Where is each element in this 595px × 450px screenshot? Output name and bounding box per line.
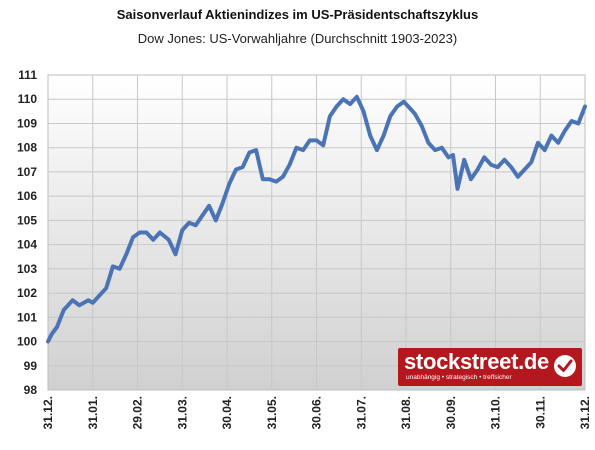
y-tick-label: 103	[17, 262, 37, 276]
x-tick-label: 31.01.	[86, 396, 100, 429]
x-tick-label: 31.10.	[489, 396, 503, 429]
y-tick-label: 100	[17, 335, 37, 349]
x-tick-label: 31.07.	[354, 396, 368, 429]
x-tick-label: 31.08.	[399, 396, 413, 429]
checkmark-icon	[554, 355, 576, 377]
y-tick-label: 102	[17, 286, 37, 300]
x-tick-label: 30.09.	[444, 396, 458, 429]
y-tick-label: 104	[17, 238, 37, 252]
x-tick-label: 30.06.	[310, 396, 324, 429]
x-tick-label: 30.04.	[220, 396, 234, 429]
logo-tagline: unabhängig • strategisch • treffsicher	[406, 374, 512, 381]
y-tick-label: 111	[18, 68, 37, 82]
x-tick-label: 31.12.	[578, 396, 592, 429]
y-tick-label: 106	[17, 189, 37, 203]
y-tick-label: 99	[24, 359, 38, 373]
y-tick-label: 105	[17, 213, 37, 227]
stockstreet-logo: stockstreet.de unabhängig • strategisch …	[398, 348, 582, 386]
y-tick-label: 110	[18, 92, 38, 106]
y-tick-label: 101	[17, 310, 37, 324]
chart-subtitle: Dow Jones: US-Vorwahljahre (Durchschnitt…	[137, 31, 458, 46]
x-tick-label: 31.03.	[175, 396, 189, 429]
y-tick-label: 98	[24, 383, 38, 397]
logo-name: stockstreet.de	[404, 349, 549, 374]
chart-title: Saisonverlauf Aktienindizes im US-Präsid…	[116, 7, 479, 22]
x-tick-label: 30.11.	[533, 396, 547, 429]
y-tick-label: 108	[17, 141, 37, 155]
y-tick-label: 109	[17, 116, 37, 130]
x-tick-label: 31.05.	[265, 396, 279, 429]
x-tick-label: 31.12.	[41, 396, 55, 429]
series-line	[46, 94, 587, 344]
x-tick-label: 29.02.	[131, 396, 145, 429]
y-tick-label: 107	[17, 165, 37, 179]
